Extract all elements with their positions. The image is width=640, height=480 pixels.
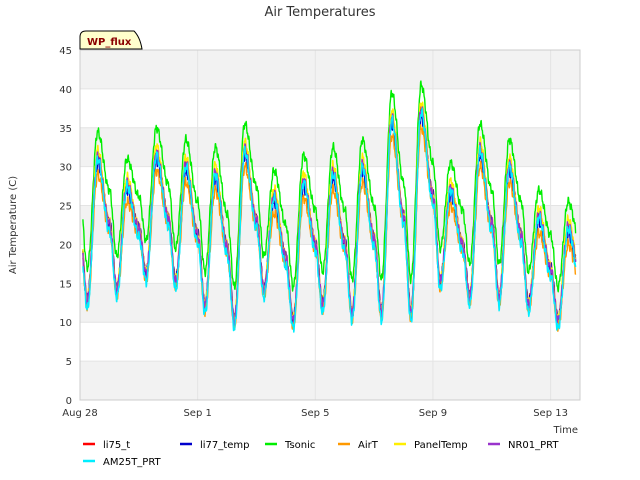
legend-item-nr01-prt: NR01_PRT xyxy=(488,440,559,451)
x-tick-label: Sep 5 xyxy=(301,408,329,419)
x-tick-label: Sep 9 xyxy=(419,408,447,419)
series-line-am25t-prt xyxy=(82,107,577,333)
y-tick-label: 40 xyxy=(59,85,72,96)
y-tick-label: 0 xyxy=(66,396,72,407)
y-tick-label: 5 xyxy=(66,357,72,368)
legend-item-airt: AirT xyxy=(338,440,379,451)
legend-label: NR01_PRT xyxy=(508,440,559,451)
legend-label: Tsonic xyxy=(284,440,315,451)
x-axis-label: Time xyxy=(553,425,578,436)
plot-frame xyxy=(79,49,581,401)
legend-item-paneltemp: PanelTemp xyxy=(394,440,468,451)
y-tick-label: 35 xyxy=(59,124,72,135)
background-band xyxy=(80,361,580,400)
legend-item-tsonic: Tsonic xyxy=(265,440,315,451)
legend: li75_t li77_temp Tsonic AirT PanelTemp NR01_P… xyxy=(83,440,559,468)
legend-label: PanelTemp xyxy=(414,440,468,451)
wp-flux-badge: WP_flux xyxy=(79,30,143,50)
background-band xyxy=(80,50,580,89)
badge-shape xyxy=(79,30,143,50)
y-tick-label: 30 xyxy=(59,163,72,174)
y-tick-label: 45 xyxy=(59,46,72,57)
y-tick-labels: 0 5 10 15 20 25 30 35 40 45 xyxy=(59,46,72,407)
legend-item-li75-t: li75_t xyxy=(83,440,130,451)
y-tick-label: 20 xyxy=(59,240,72,251)
legend-label: AM25T_PRT xyxy=(103,457,162,468)
legend-label: li77_temp xyxy=(200,440,249,451)
legend-item-li77-temp: li77_temp xyxy=(180,440,249,451)
y-tick-label: 10 xyxy=(59,318,72,329)
x-tick-label: Aug 28 xyxy=(62,408,97,419)
legend-label: AirT xyxy=(358,440,379,451)
badge-label: WP_flux xyxy=(87,37,132,48)
series-line-tsonic xyxy=(82,80,577,293)
legend-item-am25t-prt: AM25T_PRT xyxy=(83,457,162,468)
x-tick-label: Sep 13 xyxy=(533,408,568,419)
legend-label: li75_t xyxy=(103,440,130,451)
background-band xyxy=(80,283,580,323)
y-axis-label: Air Temperature (C) xyxy=(8,176,19,274)
chart-title: Air Temperatures xyxy=(264,5,375,20)
x-tick-labels: Aug 28 Sep 1 Sep 5 Sep 9 Sep 13 xyxy=(62,408,568,419)
x-tick-label: Sep 1 xyxy=(183,408,211,419)
y-tick-label: 25 xyxy=(59,202,72,213)
y-tick-label: 15 xyxy=(59,279,72,290)
series-lines xyxy=(82,80,577,333)
